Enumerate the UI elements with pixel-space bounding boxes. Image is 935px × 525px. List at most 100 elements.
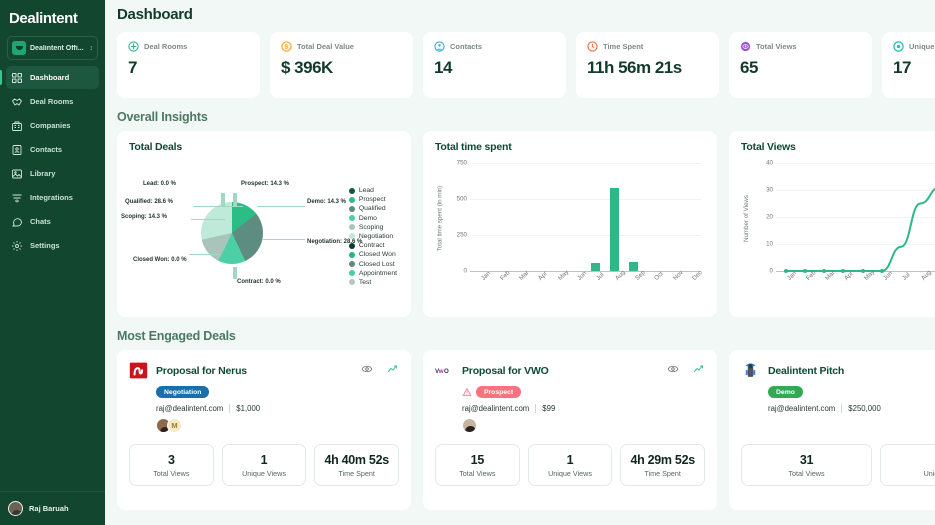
handshake-icon xyxy=(11,96,23,108)
deal-stat: 1 Unique Views xyxy=(527,444,613,486)
eye-icon[interactable] xyxy=(667,363,679,375)
legend-color-dot xyxy=(348,196,355,203)
avatar: M xyxy=(167,418,182,433)
kpi-head: Total Views xyxy=(740,41,861,52)
legend-label: Appointment xyxy=(358,269,397,277)
line-data-point[interactable] xyxy=(860,269,865,273)
svg-text:O: O xyxy=(444,368,449,375)
gridline xyxy=(776,244,935,245)
line-data-point[interactable] xyxy=(822,269,827,273)
legend-item[interactable]: Test xyxy=(348,279,397,286)
org-switcher[interactable]: Dealintent Offi... ↕ xyxy=(7,36,98,60)
avatar xyxy=(8,501,23,516)
stat-label: Total Views xyxy=(788,468,825,478)
sidebar-item-dashboard[interactable]: Dashboard xyxy=(0,66,99,89)
status-badge: Prospect xyxy=(476,386,522,398)
deal-tag-row: Negotiation xyxy=(156,386,399,398)
legend-item[interactable]: Closed Won xyxy=(348,251,397,258)
legend-item[interactable]: Demo xyxy=(348,215,397,222)
trend-icon[interactable] xyxy=(693,363,705,375)
sidebar-item-label: Contacts xyxy=(30,145,63,154)
sidebar-item-companies[interactable]: Companies xyxy=(6,114,99,137)
line-plot-area: 0 10 20 30 40 xyxy=(766,160,935,275)
person-icon xyxy=(434,41,445,52)
sidebar-item-integrations[interactable]: Integrations xyxy=(6,186,99,209)
y-tick-label: 30 xyxy=(766,186,773,194)
deal-stats: 3 Total Views 1 Unique Views 4h 40m 52s Time … xyxy=(129,444,400,486)
line-data-point[interactable] xyxy=(841,269,846,273)
sidebar-item-label: Integrations xyxy=(30,193,73,202)
legend-item[interactable]: Contract xyxy=(348,242,397,249)
org-name: Dealintent Offi... xyxy=(30,44,84,52)
online-status-dot xyxy=(18,511,22,515)
deal-avatars xyxy=(768,418,935,433)
stat-value: 15 xyxy=(470,452,485,467)
deal-card[interactable]: Proposal for Nerus Negotiation raj@dealint… xyxy=(117,350,411,510)
total-time-spent-chart-card: Total time spent Total time spent (in mi… xyxy=(423,131,717,317)
bar[interactable] xyxy=(590,263,600,271)
stat-value: 1 xyxy=(566,452,574,467)
trend-icon[interactable] xyxy=(387,363,399,375)
svg-text:V: V xyxy=(435,368,440,375)
x-tick-label: Jul xyxy=(595,271,606,282)
sidebar-item-library[interactable]: Library xyxy=(6,162,99,185)
deal-stat: 11Unique Views xyxy=(880,444,935,486)
pie-leader-line xyxy=(191,219,225,220)
legend-item[interactable]: Qualified xyxy=(348,205,397,212)
y-axis-label: Total time spent (in min) xyxy=(436,185,444,251)
line-data-point[interactable] xyxy=(802,269,807,273)
deal-amount: $1,000 xyxy=(236,404,261,413)
deal-stat: 31 Total Views xyxy=(741,444,872,486)
kpi-value: 11h 56m 21s xyxy=(587,58,682,77)
bar[interactable] xyxy=(609,188,619,271)
kpi-value: 65 xyxy=(740,58,758,77)
overall-insights-heading: Overall Insights xyxy=(117,110,208,124)
svg-text:w: w xyxy=(438,368,444,375)
contact-card-icon xyxy=(11,144,23,156)
kpi-card-total-views: Total Views 65 xyxy=(729,32,872,98)
deal-stat: 4h 40m 52s Time Spent xyxy=(314,444,400,486)
kpi-head: Time Spent xyxy=(587,41,708,52)
eye-icon[interactable] xyxy=(361,363,373,375)
pie-leader-line xyxy=(193,206,243,207)
y-tick-label: 20 xyxy=(766,213,773,221)
nerus-logo-icon xyxy=(129,361,148,380)
legend-item[interactable]: Appointment xyxy=(348,269,397,277)
sidebar-item-deal-rooms[interactable]: Deal Rooms xyxy=(6,90,99,113)
pie-leader-line xyxy=(263,239,305,240)
kpi-head: Unique Views xyxy=(893,41,935,52)
deal-header: Proposal for Nerus xyxy=(129,361,399,380)
legend-item[interactable]: Prospect xyxy=(348,196,397,203)
bar[interactable] xyxy=(629,261,639,271)
stat-value: 1 xyxy=(260,452,268,467)
sidebar-item-contacts[interactable]: Contacts xyxy=(6,138,99,161)
legend-item[interactable]: Closed Lost xyxy=(348,261,397,268)
legend-item[interactable]: Negotiation xyxy=(348,233,397,240)
deal-card[interactable]: Dealintent Pitch Demo raj@dealintent.com $2… xyxy=(729,350,935,510)
stat-label: Unique Views xyxy=(548,468,592,478)
sliders-icon xyxy=(11,192,23,204)
kpi-card-time-spent: Time Spent 11h 56m 21s xyxy=(576,32,719,98)
legend-label: Scoping xyxy=(358,223,384,231)
total-deals-chart-card: Total Deals Lead: 0.0 % Prospect: 14.3 % Q… xyxy=(117,131,411,317)
sidebar-item-settings[interactable]: Settings xyxy=(6,234,99,257)
deal-avatars xyxy=(462,418,705,433)
stat-label: Time Spent xyxy=(338,468,375,478)
legend-item[interactable]: Lead xyxy=(348,187,397,194)
sidebar-item-chats[interactable]: Chats xyxy=(6,210,99,233)
y-axis-label: Number of Views xyxy=(742,194,750,242)
total-views-chart-card: Total Views Number of Views 0 10 20 30 40 Ja… xyxy=(729,131,935,317)
gridline xyxy=(470,199,701,200)
line-data-point[interactable] xyxy=(879,269,884,273)
sidebar-user[interactable]: Raj Baruah xyxy=(0,491,105,525)
legend-item[interactable]: Scoping xyxy=(348,223,397,231)
pie-label: Qualified: 28.6 % xyxy=(125,199,174,205)
gridline xyxy=(776,217,935,218)
kpi-value: 17 xyxy=(893,58,911,77)
kpi-row: Deal Rooms 7 Total Deal Value $ 396K Contact… xyxy=(117,32,935,98)
line-data-point[interactable] xyxy=(783,269,788,273)
